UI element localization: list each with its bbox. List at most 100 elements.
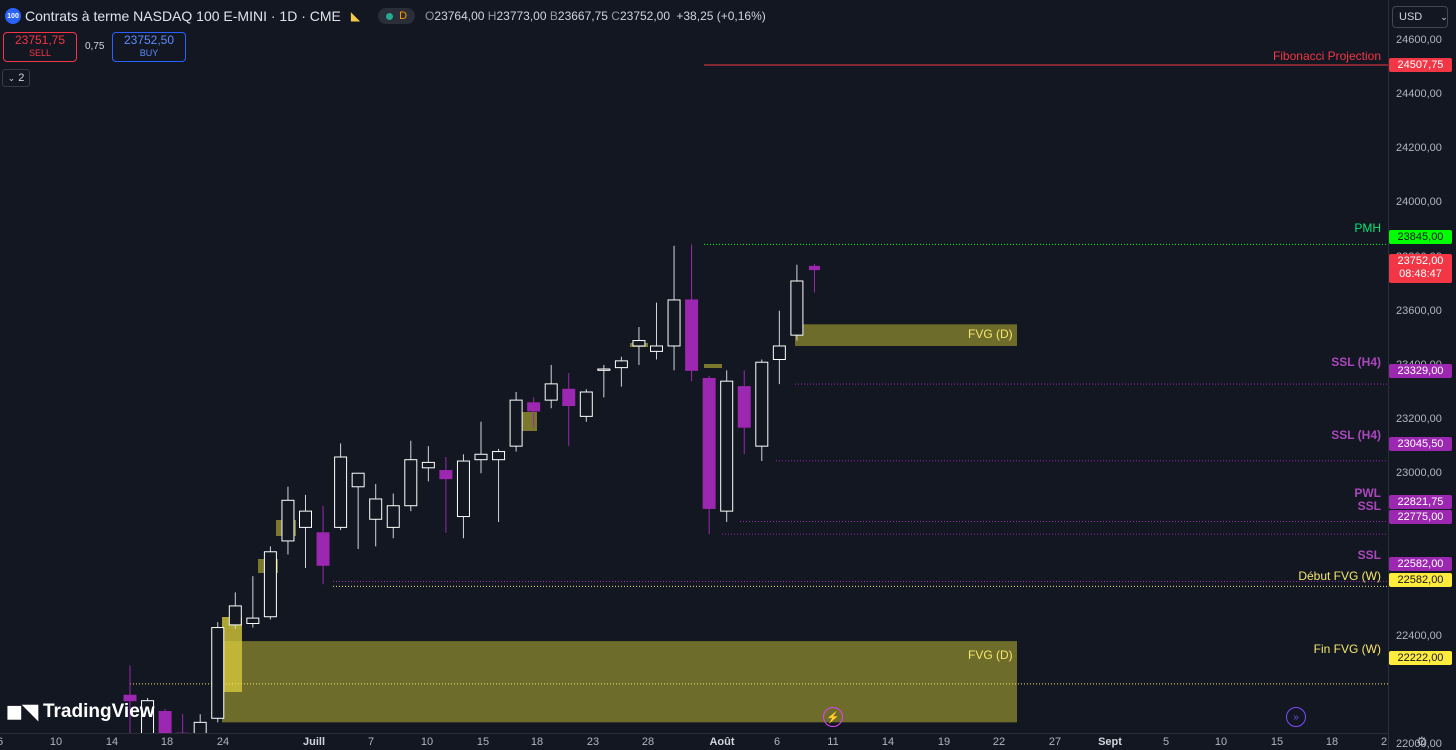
candle-body (123, 694, 137, 702)
symbol-header: 100 Contrats à terme NASDAQ 100 E-MINI ·… (0, 4, 766, 28)
time-tick: 10 (1214, 736, 1228, 748)
high-value: 23773,00 (496, 9, 547, 23)
pmh-label: PMH (1354, 221, 1381, 235)
time-tick: 18 (530, 736, 544, 748)
time-tick: 15 (1270, 736, 1284, 748)
chevron-down-icon: ⌄ (7, 72, 16, 83)
buy-button[interactable]: 23752,50 BUY (112, 32, 186, 62)
change-value: +38,25 (+0,16%) (676, 9, 766, 23)
price-tick: 24600,00 (1396, 34, 1442, 46)
fin-fvg-label: Fin FVG (W) (1313, 642, 1381, 656)
candle-body (439, 470, 453, 480)
fvg-top-label: FVG (D) (968, 327, 1013, 341)
debut-fvg-label: Début FVG (W) (1298, 569, 1381, 583)
ohlc-values: O23764,00 H23773,00 B23667,75 C23752,00 … (425, 9, 766, 23)
price-tick: 24200,00 (1396, 142, 1442, 155)
candle-body (808, 265, 820, 271)
ssl-price-tag: 22775,00 (1389, 510, 1452, 524)
candle-body (562, 388, 576, 407)
fvg-box-highlight (222, 617, 242, 692)
candle-body (544, 383, 558, 401)
time-axis[interactable] (0, 733, 1388, 750)
debut-fvg-price-tag: 22582,00 (1389, 573, 1452, 587)
ssl-label-1: SSL (1357, 499, 1381, 513)
close-value: 23752,00 (619, 9, 671, 23)
indicators-collapse-button[interactable]: ⌄ 2 (2, 69, 30, 87)
time-tick: Sept (1098, 736, 1122, 748)
candle-body (386, 505, 400, 528)
buy-price: 23752,50 (123, 33, 175, 47)
candle-body (351, 472, 365, 488)
time-tick: 6 (773, 736, 781, 748)
candle-body (281, 499, 295, 542)
candle-body (755, 361, 769, 447)
candle-body (790, 280, 804, 336)
candle-body (702, 377, 716, 509)
candle-body (334, 456, 348, 528)
fibonacci-price-tag: 24507,75 (1389, 58, 1452, 72)
ssl-label-2: SSL (1357, 548, 1381, 562)
pwl-label: PWL (1354, 486, 1381, 500)
settings-gear-icon[interactable]: ⚙ (1416, 734, 1428, 749)
time-tick: Juill (302, 736, 326, 748)
candle-body (632, 340, 646, 347)
fvg-zone (795, 324, 1017, 346)
sell-label: SELL (28, 48, 52, 58)
candle-body (211, 627, 225, 719)
price-tick: 23600,00 (1396, 304, 1442, 317)
chevron-down-icon: ⌄ (1440, 11, 1448, 22)
ssl-h4-label-1: SSL (H4) (1331, 355, 1381, 369)
spread-value: 0,75 (85, 41, 105, 52)
last-price: 23752,00 (1397, 255, 1444, 267)
candle-body (158, 711, 172, 742)
candle-body (404, 459, 418, 507)
time-tick: 23 (586, 736, 600, 748)
currency-value: USD (1399, 11, 1423, 23)
price-axis[interactable] (1388, 0, 1456, 749)
flash-event-icon[interactable]: ⚡ (823, 707, 843, 727)
candlestick-chart[interactable] (0, 0, 1388, 750)
candle-body (492, 451, 506, 461)
time-tick: 18 (160, 736, 174, 748)
price-tick: 23200,00 (1396, 413, 1442, 426)
low-key: B (549, 9, 558, 23)
candle-body (421, 461, 435, 469)
time-tick: 18 (1325, 736, 1339, 748)
ssl-price-tag-2: 22582,00 (1389, 557, 1452, 571)
currency-select[interactable]: USD ⌄ (1392, 6, 1448, 28)
symbol-logo[interactable]: 100 (5, 8, 21, 24)
time-tick: 15 (476, 736, 490, 748)
candle-body (685, 299, 699, 371)
candle-body (650, 345, 663, 352)
fin-fvg-price-tag: 22222,00 (1389, 651, 1452, 665)
candle-body (667, 299, 681, 347)
candle-body (579, 391, 593, 417)
candle-body (316, 532, 330, 566)
bar-countdown: 08:48:47 (1399, 268, 1442, 280)
chart-plot-area[interactable] (0, 0, 1388, 750)
candle-body (369, 498, 383, 520)
candle-body (737, 386, 751, 428)
market-status-badge[interactable]: D (378, 8, 416, 24)
forward-event-icon[interactable]: » (1286, 707, 1306, 727)
close-key: C (611, 9, 620, 23)
open-key: O (425, 9, 435, 23)
time-tick: 28 (641, 736, 655, 748)
symbol-title[interactable]: Contrats à terme NASDAQ 100 E-MINI · 1D … (25, 8, 341, 24)
brand-name: TradingView (42, 700, 155, 722)
fvg-box (704, 364, 722, 368)
time-tick: 22 (992, 736, 1006, 748)
time-tick: 11 (827, 736, 839, 748)
candle-body (228, 605, 242, 626)
price-tick: 23000,00 (1396, 467, 1442, 480)
low-value: 23667,75 (557, 9, 608, 23)
flag-icon[interactable]: ◣ (350, 9, 361, 23)
candle-body (193, 721, 207, 750)
buy-label: BUY (139, 48, 159, 58)
fvg-zone (222, 641, 1017, 723)
sell-button[interactable]: 23751,75 SELL (3, 32, 77, 62)
price-tick: 22400,00 (1396, 629, 1442, 642)
time-tick: 14 (105, 736, 119, 748)
candle-body (527, 402, 541, 412)
tradingview-logo[interactable]: ◼◥ TradingView (6, 699, 155, 724)
